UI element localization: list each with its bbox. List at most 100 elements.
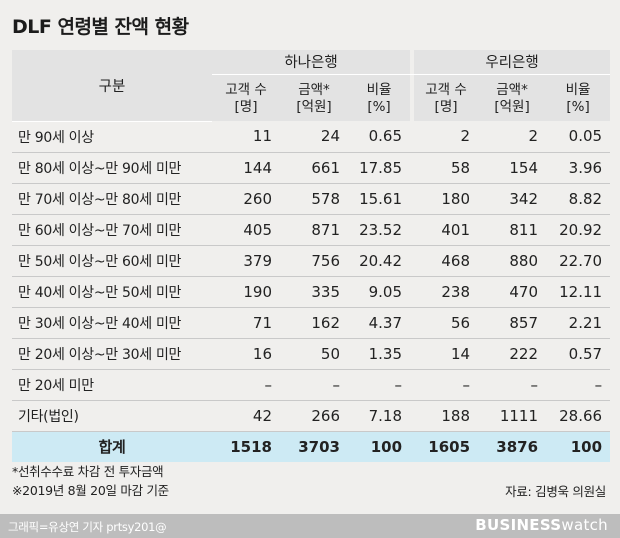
- hana-cell: –: [348, 369, 411, 401]
- woori-cell: 2: [478, 121, 547, 153]
- table-row: 기타(법인) 42 266 7.18 188 1111 28.66: [12, 400, 611, 432]
- hana-cell: –: [280, 369, 348, 401]
- woori-cell: 180: [414, 183, 479, 215]
- woori-cell: 0.57: [546, 338, 611, 370]
- footer-bar: 그래픽=유상연 기자 prtsy201@ BUSINESSwatch: [0, 514, 620, 538]
- hana-cell: 11: [212, 121, 280, 153]
- footnote: ※2019년 8월 20일 마감 기준: [12, 483, 169, 498]
- row-label: 기타(법인): [12, 400, 212, 432]
- hana-cell: 871: [280, 214, 348, 246]
- hana-cell: 144: [212, 152, 280, 184]
- footnote: *선취수수료 차감 전 투자금액: [12, 464, 164, 479]
- row-label: 만 50세 이상~만 60세 미만: [12, 245, 212, 277]
- woori-cell: 3.96: [546, 152, 611, 184]
- table-row: 만 80세 이상~만 90세 미만 144 661 17.85 58 154 3.96: [12, 152, 611, 184]
- hana-cell: 162: [280, 307, 348, 339]
- woori-cell: –: [478, 369, 547, 401]
- total-row: 합계 1518 3703 100 1605 3876 100: [12, 431, 611, 462]
- table-row: 만 20세 이상~만 30세 미만 16 50 1.35 14 222 0.57: [12, 338, 611, 370]
- hana-cell: 3703: [280, 431, 348, 462]
- woori-cell: 2: [414, 121, 479, 153]
- row-label: 합계: [12, 431, 212, 462]
- woori-cell: 401: [414, 214, 479, 246]
- column-header: 고객 수 [명]: [414, 74, 479, 121]
- column-header: 비율 [%]: [546, 74, 611, 121]
- brand-logo-light: watch: [561, 516, 608, 534]
- table-row: 만 20세 미만 – – – – – –: [12, 369, 611, 401]
- row-label: 만 90세 이상: [12, 121, 212, 153]
- woori-cell: 58: [414, 152, 479, 184]
- woori-cell: 470: [478, 276, 547, 308]
- hana-cell: 756: [280, 245, 348, 277]
- hana-cell: 0.65: [348, 121, 411, 153]
- woori-cell: 0.05: [546, 121, 611, 153]
- woori-cell: 1605: [414, 431, 479, 462]
- graphic-credit: 그래픽=유상연 기자 prtsy201@: [8, 520, 167, 534]
- table-row: 만 90세 이상 11 24 0.65 2 2 0.05: [12, 121, 611, 153]
- table-row: 만 30세 이상~만 40세 미만 71 162 4.37 56 857 2.21: [12, 307, 611, 339]
- bank-header-woori: 우리은행: [414, 50, 611, 75]
- woori-cell: 28.66: [546, 400, 611, 432]
- row-label: 만 70세 이상~만 80세 미만: [12, 183, 212, 215]
- hana-cell: 100: [348, 431, 411, 462]
- bank-header-hana: 하나은행: [212, 50, 411, 75]
- column-header: 고객 수 [명]: [212, 74, 280, 121]
- hana-cell: 17.85: [348, 152, 411, 184]
- hana-cell: 578: [280, 183, 348, 215]
- brand-logo: BUSINESSwatch: [475, 516, 608, 534]
- table-row: 만 60세 이상~만 70세 미만 405 871 23.52 401 811 20.92: [12, 214, 611, 246]
- row-label: 만 20세 미만: [12, 369, 212, 401]
- woori-cell: 12.11: [546, 276, 611, 308]
- woori-cell: 1111: [478, 400, 547, 432]
- footnotes: *선취수수료 차감 전 투자금액 ※2019년 8월 20일 마감 기준: [12, 462, 169, 500]
- source-note: 자료: 김병욱 의원실: [505, 484, 606, 499]
- group-header: 구분: [12, 50, 212, 122]
- row-label: 만 40세 이상~만 50세 미만: [12, 276, 212, 308]
- woori-cell: 342: [478, 183, 547, 215]
- balance-table: 구분 하나은행 우리은행 고객 수 [명] 금액* [억원] 비율 [%] 고객 수[…: [12, 50, 611, 462]
- hana-cell: 190: [212, 276, 280, 308]
- hana-cell: 661: [280, 152, 348, 184]
- woori-cell: 100: [546, 431, 611, 462]
- woori-cell: 2.21: [546, 307, 611, 339]
- hana-cell: 260: [212, 183, 280, 215]
- woori-cell: –: [546, 369, 611, 401]
- hana-cell: 16: [212, 338, 280, 370]
- woori-cell: 14: [414, 338, 479, 370]
- woori-cell: 880: [478, 245, 547, 277]
- hana-cell: 24: [280, 121, 348, 153]
- hana-cell: 15.61: [348, 183, 411, 215]
- hana-cell: 335: [280, 276, 348, 308]
- woori-cell: 20.92: [546, 214, 611, 246]
- row-label: 만 30세 이상~만 40세 미만: [12, 307, 212, 339]
- hana-cell: 1.35: [348, 338, 411, 370]
- hana-cell: 20.42: [348, 245, 411, 277]
- hana-cell: 42: [212, 400, 280, 432]
- hana-cell: 379: [212, 245, 280, 277]
- hana-cell: 9.05: [348, 276, 411, 308]
- woori-cell: 857: [478, 307, 547, 339]
- woori-cell: 56: [414, 307, 479, 339]
- table-row: 만 70세 이상~만 80세 미만 260 578 15.61 180 342 8.82: [12, 183, 611, 215]
- woori-cell: 468: [414, 245, 479, 277]
- row-label: 만 20세 이상~만 30세 미만: [12, 338, 212, 370]
- hana-cell: 266: [280, 400, 348, 432]
- woori-cell: 22.70: [546, 245, 611, 277]
- column-header: 금액* [억원]: [280, 74, 348, 121]
- hana-cell: 7.18: [348, 400, 411, 432]
- woori-cell: 238: [414, 276, 479, 308]
- brand-logo-bold: BUSINESS: [475, 516, 562, 534]
- woori-cell: 3876: [478, 431, 547, 462]
- hana-cell: 23.52: [348, 214, 411, 246]
- column-header: 비율 [%]: [348, 74, 411, 121]
- row-label: 만 80세 이상~만 90세 미만: [12, 152, 212, 184]
- woori-cell: –: [414, 369, 479, 401]
- woori-cell: 154: [478, 152, 547, 184]
- woori-cell: 222: [478, 338, 547, 370]
- woori-cell: 811: [478, 214, 547, 246]
- hana-cell: 50: [280, 338, 348, 370]
- hana-cell: 71: [212, 307, 280, 339]
- column-header: 금액* [억원]: [478, 74, 547, 121]
- woori-cell: 8.82: [546, 183, 611, 215]
- table-row: 만 40세 이상~만 50세 미만 190 335 9.05 238 470 12.11: [12, 276, 611, 308]
